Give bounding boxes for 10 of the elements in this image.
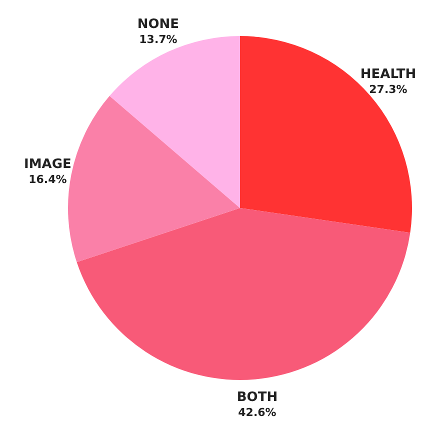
data-label: 16.4% [28,173,67,186]
slice-label: IMAGE [24,157,72,172]
slice-label: HEALTH [360,66,416,82]
data-label: 42.6% [238,406,276,420]
data-label: 13.7% [139,32,178,46]
pie-slice [76,208,410,380]
slice-label: BOTH [236,390,278,406]
slice-label: NONE [137,16,180,32]
pie-slice [110,36,240,208]
data-label: 27.3% [369,82,408,96]
